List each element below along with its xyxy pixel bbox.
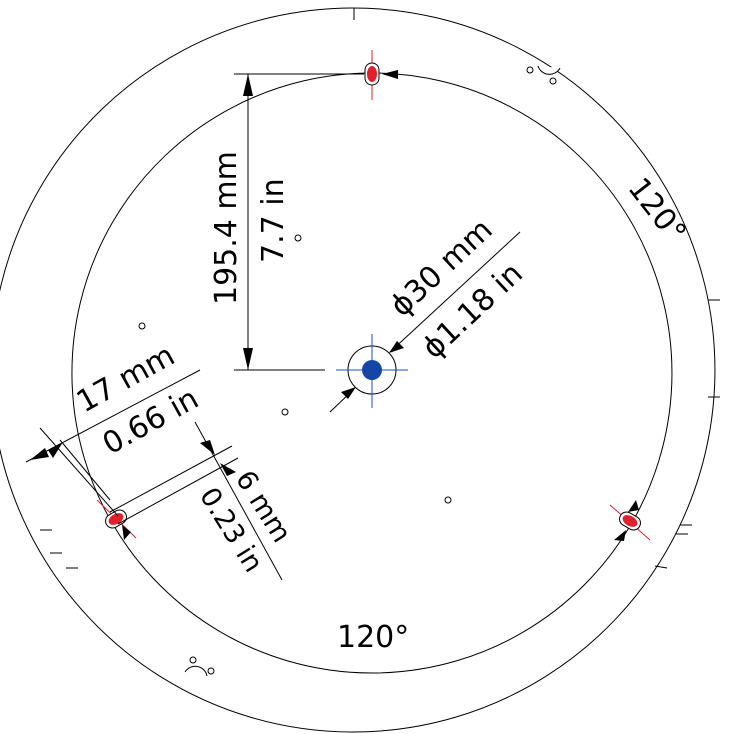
offset-arrow-left <box>30 448 49 460</box>
radius-arrow-top <box>243 74 253 96</box>
slot-left-arrow <box>122 525 131 540</box>
radius-arrow-bottom <box>243 348 253 370</box>
radius-dimension <box>234 73 364 371</box>
slot-right-arrow <box>628 500 639 512</box>
center-hole <box>336 334 408 408</box>
diameter-arrow-lower <box>341 387 356 399</box>
notch-top-right <box>537 65 561 75</box>
notch-bottom-left <box>184 665 208 677</box>
outer-plate-outline <box>0 7 716 733</box>
radius-in-label: 7.7 in <box>256 178 291 263</box>
slot-width-arrow-bottom <box>220 463 236 476</box>
offset-arrow-right <box>48 442 63 458</box>
angle-bottom-label: 120° <box>337 620 409 655</box>
rim-notches <box>40 8 720 569</box>
slot-right <box>609 504 651 541</box>
small-holes <box>138 66 557 675</box>
slot-right-arrow-b <box>614 530 626 541</box>
slot-top <box>364 50 380 100</box>
angle-right-label: 120° <box>621 171 693 249</box>
diameter-arrow-upper <box>389 341 404 353</box>
slot-width-arrow-top <box>200 440 215 455</box>
radius-mm-label: 195.4 mm <box>209 151 244 305</box>
bolt-circle-arc <box>71 72 673 674</box>
bolt-arrow-top <box>382 70 398 79</box>
